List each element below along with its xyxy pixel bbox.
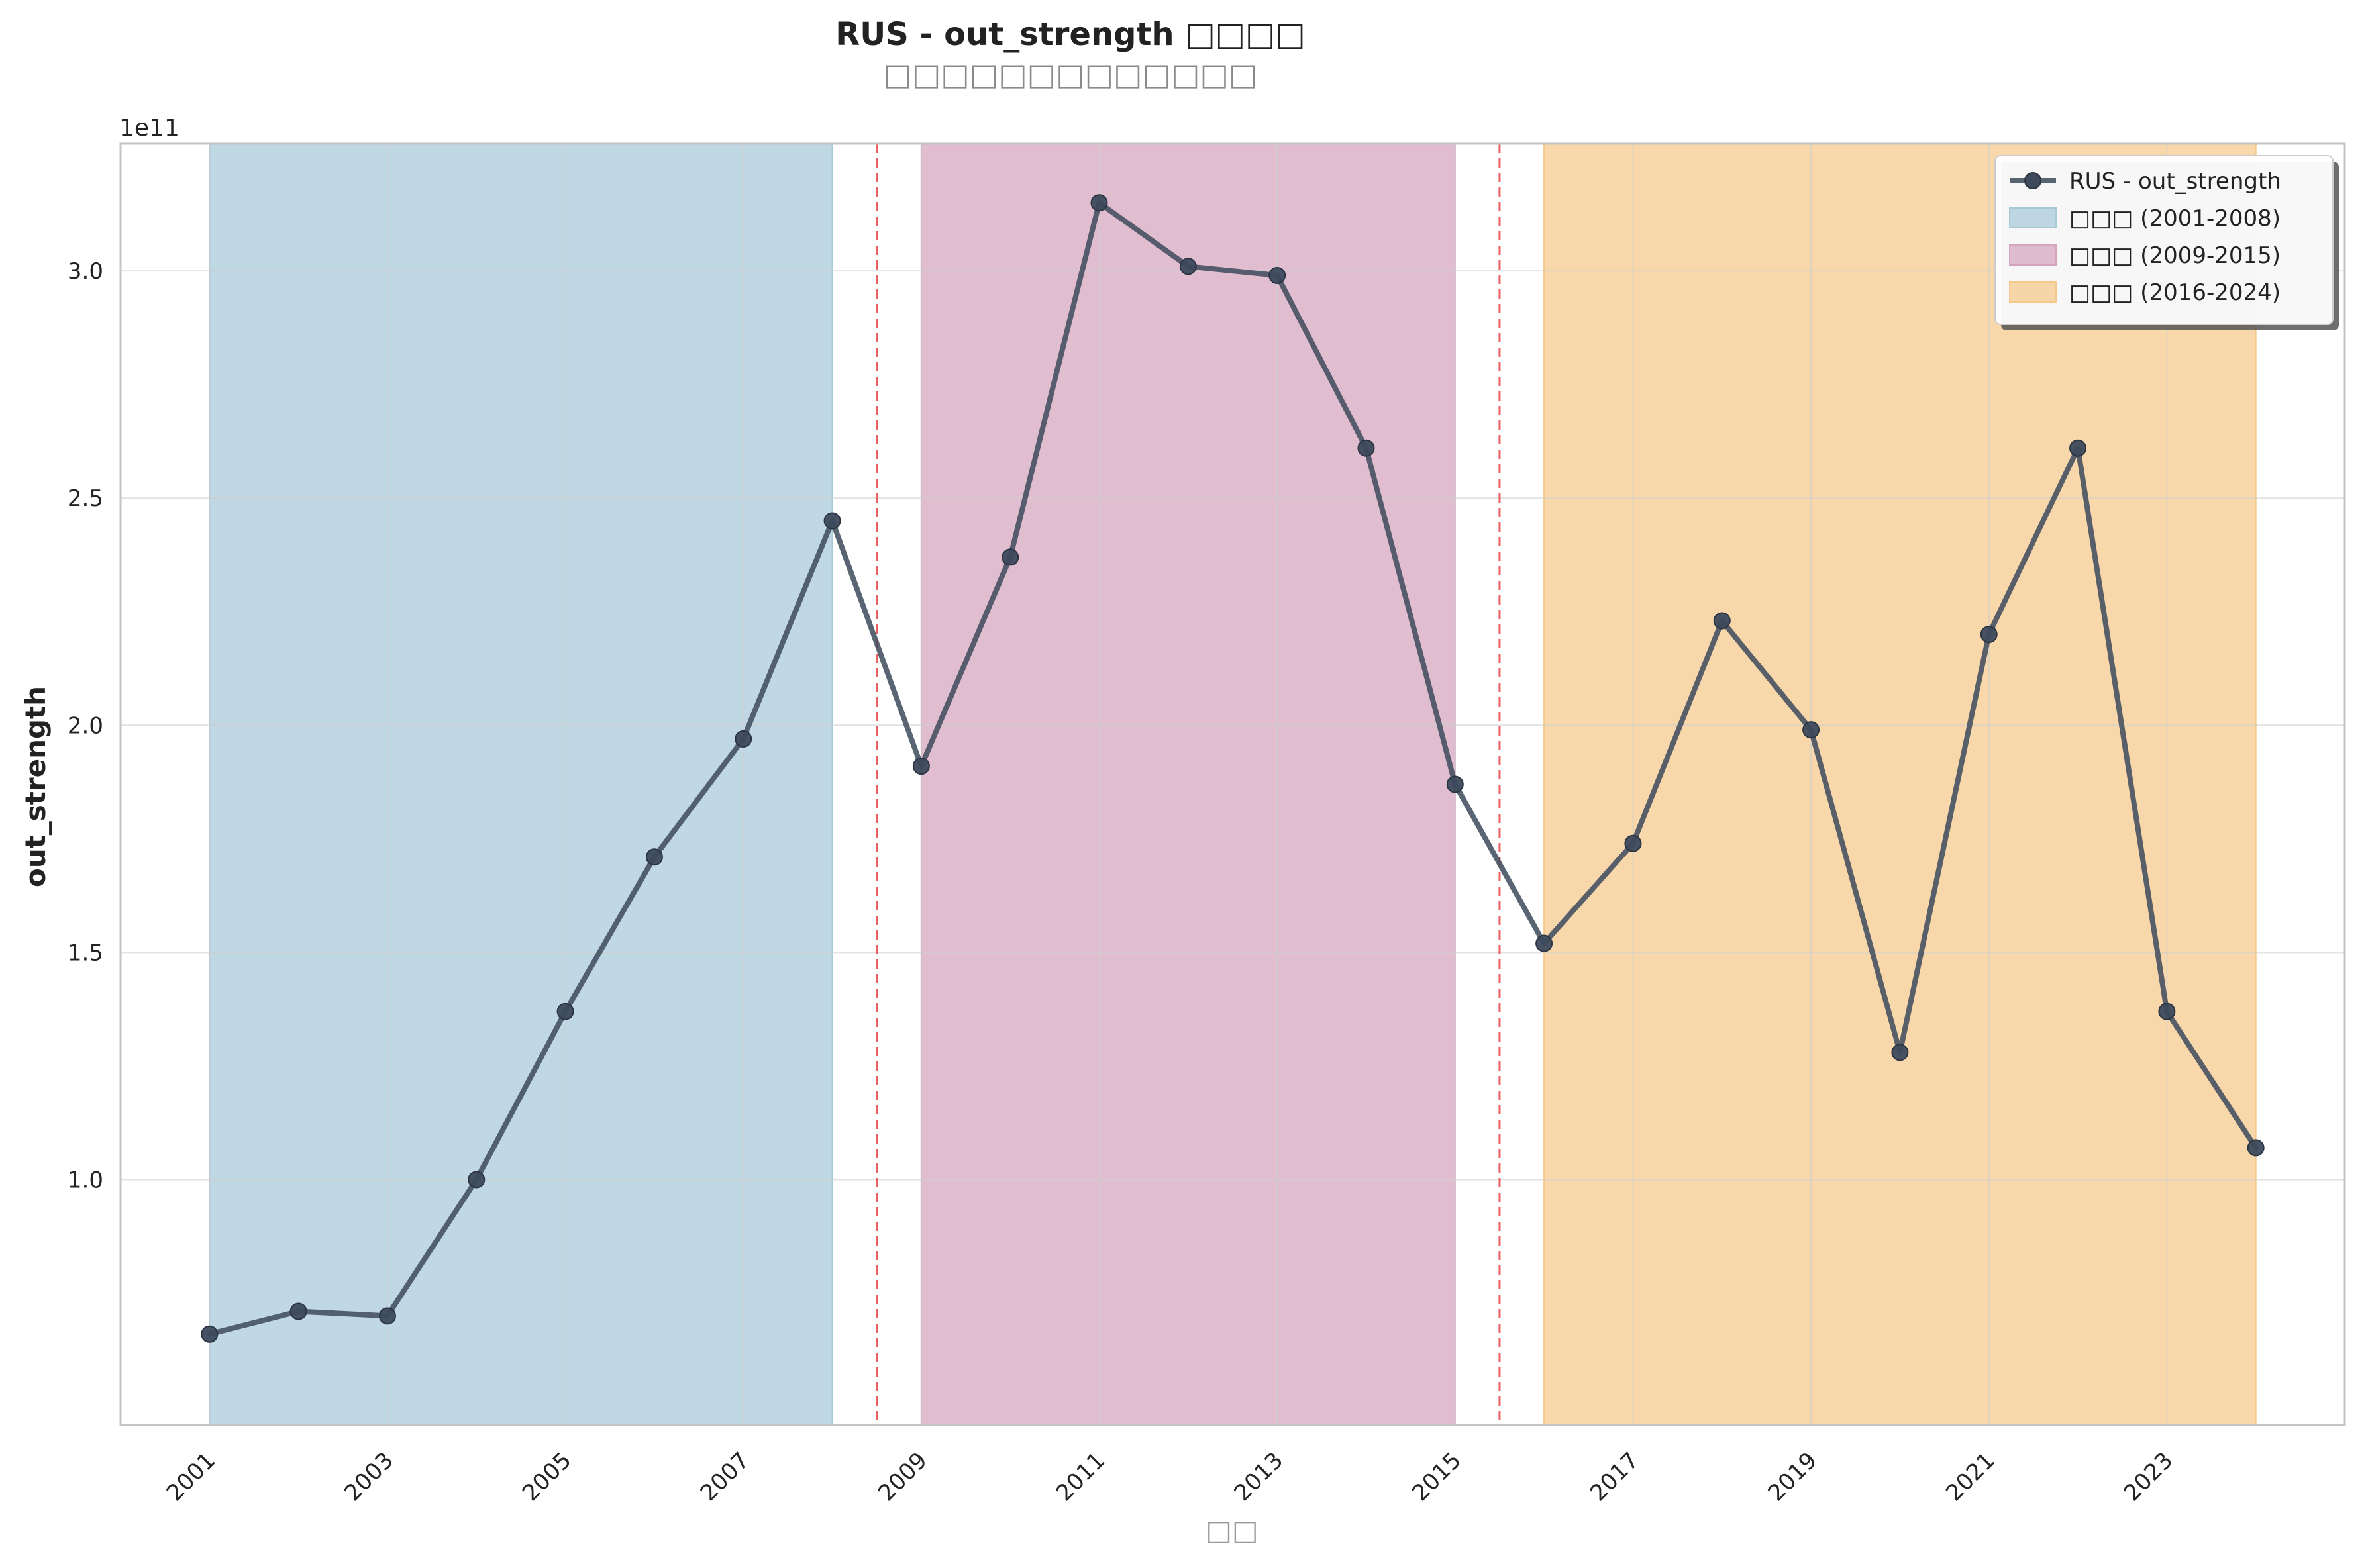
x-tick-label: 2015 (1407, 1447, 1466, 1506)
data-point (1268, 266, 1286, 284)
data-point (735, 730, 752, 748)
x-tick-label: 2003 (339, 1447, 398, 1506)
y-tick-label: 2.5 (68, 485, 103, 512)
series-line (207, 200, 2259, 1337)
data-point (823, 512, 841, 530)
period-band-1 (209, 143, 833, 1426)
legend-period-swatch (2009, 244, 2057, 266)
legend-series-label: RUS - out_strength (2069, 168, 2281, 195)
x-tick-label: 2017 (1585, 1447, 1644, 1506)
data-point (289, 1302, 307, 1320)
y-axis-label: out_strength (19, 686, 52, 887)
data-point (378, 1307, 396, 1325)
x-tick-label: 2023 (2119, 1447, 2178, 1506)
data-point (1891, 1044, 1909, 1061)
y-offset-label: 1e11 (119, 115, 180, 142)
legend-period-label: □□□ (2001-2008) (2069, 205, 2281, 232)
y-tick-label: 3.0 (68, 258, 103, 285)
data-point (1802, 721, 1820, 739)
legend: RUS - out_strength □□□ (2001-2008) □□□ (20… (1994, 155, 2339, 330)
data-point (556, 1003, 574, 1020)
x-tick-label: 2013 (1229, 1447, 1288, 1506)
data-point (645, 848, 663, 866)
data-point (2069, 439, 2087, 457)
period-band-3 (1543, 143, 2257, 1426)
x-tick-label: 2019 (1763, 1447, 1822, 1506)
data-point (1980, 626, 1998, 644)
legend-box (1994, 155, 2334, 325)
x-tick-label: 2021 (1941, 1447, 2000, 1506)
data-point (468, 1171, 486, 1189)
x-tick-label: 2005 (517, 1447, 576, 1506)
legend-period-swatch (2009, 281, 2057, 303)
y-tick-label: 2.0 (68, 712, 103, 739)
plot-area: 2001 2003 2005 2007 2009 2011 2013 2015 2017 2019… (68, 142, 2346, 1506)
plot-frame (119, 142, 2346, 1426)
legend-period-label: □□□ (2016-2024) (2069, 279, 2281, 306)
data-point (1624, 834, 1642, 852)
legend-period-swatch (2009, 207, 2057, 228)
data-point (2158, 1003, 2176, 1020)
period-band-2 (920, 143, 1456, 1426)
data-point (912, 758, 930, 775)
data-point (1446, 775, 1464, 793)
x-tick-label: 2001 (162, 1447, 221, 1506)
data-point (2247, 1139, 2265, 1157)
data-point (1357, 439, 1375, 457)
chart-title: RUS - out_strength □□□□ (835, 16, 1305, 53)
x-tick-label: 2007 (695, 1447, 754, 1506)
data-point (201, 1325, 219, 1343)
data-point (1535, 934, 1553, 952)
data-point (1713, 612, 1731, 630)
y-tick-label: 1.5 (68, 940, 103, 966)
legend-period-label: □□□ (2009-2015) (2069, 242, 2281, 269)
x-tick-label: 2011 (1051, 1447, 1110, 1506)
data-point (1179, 258, 1197, 275)
data-point (1002, 548, 1019, 566)
chart-subtitle: □□□□□□□□□□□□□ (883, 56, 1257, 92)
legend-series-marker (2024, 172, 2041, 189)
x-axis-label: □□ (1206, 1514, 1258, 1546)
data-point (1090, 194, 1108, 212)
x-tick-label: 2009 (873, 1447, 932, 1506)
y-tick-label: 1.0 (68, 1167, 103, 1193)
